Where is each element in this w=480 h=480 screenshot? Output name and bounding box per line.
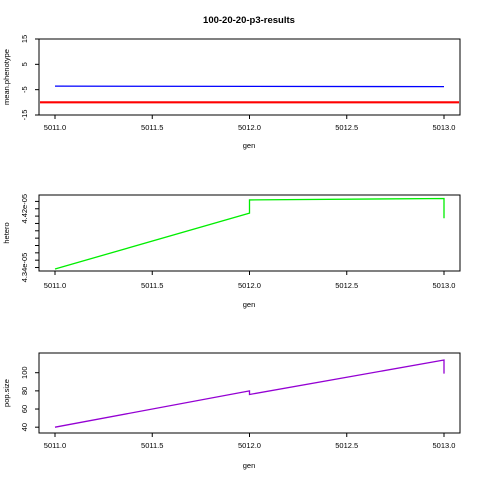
x-tick-label: 5012.5 bbox=[335, 123, 358, 132]
x-tick-label: 5011.0 bbox=[44, 441, 66, 450]
x-axis: 5011.0 5011.5 5012.0 5012.5 5013.0 bbox=[44, 271, 456, 290]
x-tick-label: 5011.5 bbox=[141, 441, 163, 450]
panel-mean-phenotype: 100-20-20-p3-results 5011.0 5011.5 5012.0 5… bbox=[2, 15, 461, 150]
y-axis-label: hetero bbox=[2, 222, 11, 243]
y-tick-label: 5 bbox=[20, 62, 29, 66]
y-axis-label: mean.phenotype bbox=[2, 49, 11, 105]
x-tick-label: 5011.5 bbox=[141, 123, 163, 132]
x-axis-label: gen bbox=[243, 141, 256, 150]
y-axis: 40 60 80 100 bbox=[20, 366, 39, 431]
y-tick-label: 60 bbox=[20, 405, 29, 413]
x-tick-label: 5011.0 bbox=[44, 281, 66, 290]
x-axis-label: gen bbox=[243, 461, 256, 470]
x-axis: 5011.0 5011.5 5012.0 5012.5 5013.0 bbox=[44, 433, 456, 450]
x-tick-label: 5012.0 bbox=[238, 441, 261, 450]
x-tick-label: 5012.0 bbox=[238, 281, 261, 290]
x-tick-label: 5013.0 bbox=[433, 281, 456, 290]
y-tick-label: -15 bbox=[20, 110, 29, 121]
x-axis: 5011.0 5011.5 5012.0 5012.5 5013.0 bbox=[44, 115, 456, 132]
x-tick-label: 5011.0 bbox=[44, 123, 66, 132]
panel-hetero: 5011.0 5011.5 5012.0 5012.5 5013.0 4.34e-054… bbox=[2, 194, 461, 309]
y-tick-label: 100 bbox=[20, 366, 29, 379]
x-tick-label: 5013.0 bbox=[433, 441, 456, 450]
x-tick-label: 5012.5 bbox=[335, 281, 358, 290]
series-line bbox=[54, 359, 445, 428]
x-tick-label: 5013.0 bbox=[433, 123, 456, 132]
y-tick-label: 15 bbox=[20, 35, 29, 43]
y-tick-label: 80 bbox=[20, 387, 29, 395]
y-tick-label: 4.34e-05 bbox=[20, 253, 29, 283]
series-line bbox=[54, 85, 445, 88]
y-tick-label: -5 bbox=[20, 86, 29, 93]
data-marks bbox=[54, 359, 445, 428]
y-tick-label: 4.42e-05 bbox=[20, 194, 29, 224]
series-line bbox=[54, 197, 445, 270]
data-marks bbox=[40, 85, 459, 104]
y-axis-label: pop.size bbox=[2, 379, 11, 407]
y-tick-label: 40 bbox=[20, 423, 29, 431]
chart-title: 100-20-20-p3-results bbox=[203, 15, 295, 26]
x-axis-label: gen bbox=[243, 300, 256, 309]
y-axis: 4.34e-05 4.42e-05 bbox=[20, 194, 39, 282]
panel-pop-size: 5011.0 5011.5 5012.0 5012.5 5013.0 40 60 80 100… bbox=[2, 352, 461, 470]
data-marks bbox=[54, 197, 445, 270]
x-tick-label: 5012.5 bbox=[335, 441, 358, 450]
y-axis: -15 -5 5 15 bbox=[20, 35, 39, 121]
x-tick-label: 5011.5 bbox=[141, 281, 163, 290]
x-tick-label: 5012.0 bbox=[238, 123, 261, 132]
